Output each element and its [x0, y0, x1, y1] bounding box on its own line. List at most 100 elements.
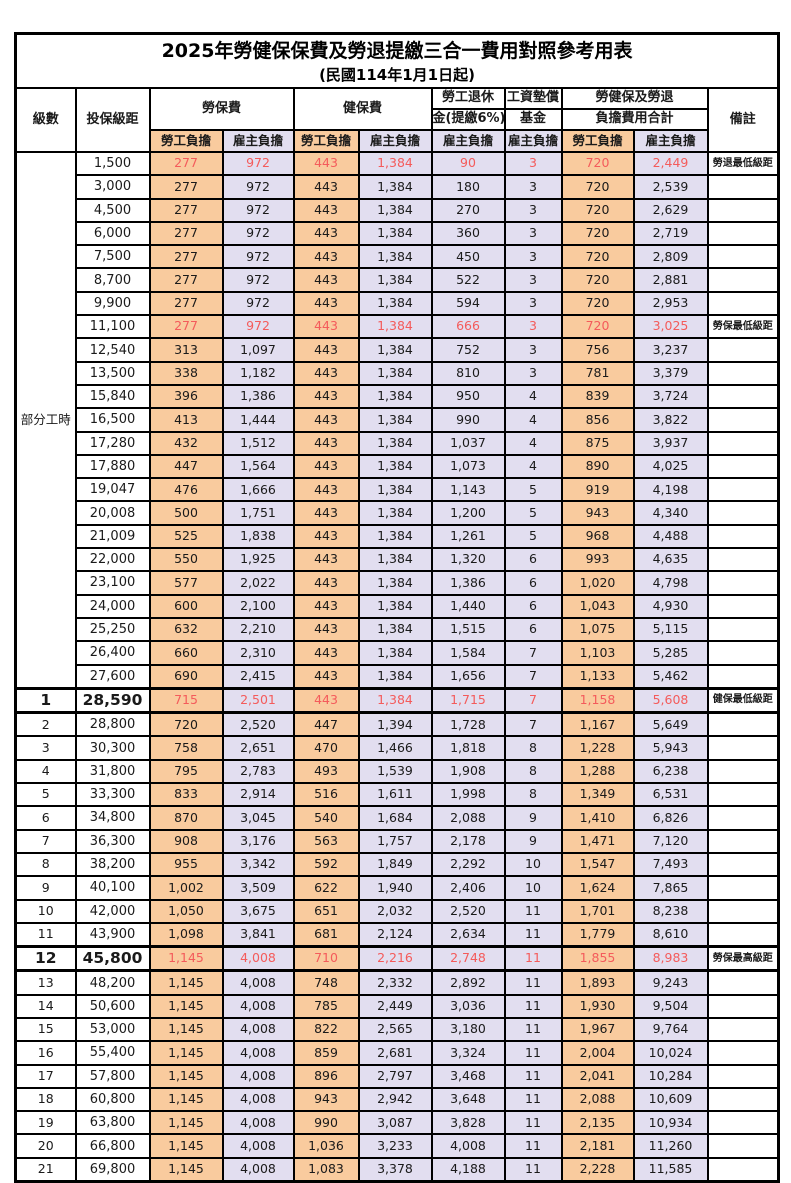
table-row: 17,880 447 1,564 443 1,384 1,073 4 890 4,025: [16, 453, 780, 480]
level-cell: 20: [14, 1133, 77, 1159]
premium-reference-table: 2025年勞健保保費及勞退提繳三合一費用對照參考用表 (民國114年1月1日起)…: [14, 32, 781, 1183]
cell-health_employer: 3,378: [357, 1156, 433, 1183]
cell-labor_employee: 660: [148, 640, 224, 666]
cell-pension_employer: 522: [430, 267, 506, 293]
cell-pension_employer: 752: [430, 337, 506, 363]
cell-total_employer: 11,260: [632, 1133, 709, 1159]
remark-cell: 勞保最低級距: [706, 314, 780, 340]
bracket-cell: 3,000: [74, 174, 151, 200]
table-row: 17 57,800 1,145 4,008 896 2,797 3,468 11 2,041 10…: [14, 1063, 780, 1089]
cell-labor_employee: 690: [148, 663, 224, 690]
level-cell: 12: [14, 945, 77, 973]
cell-health_employee: 563: [292, 828, 360, 854]
level-cell: 14: [14, 993, 77, 1019]
cell-labor_employer: 2,415: [221, 663, 295, 690]
cell-wage_fund_employer: 5: [503, 523, 563, 550]
cell-health_employer: 1,384: [357, 430, 433, 456]
cell-health_employer: 1,539: [357, 758, 433, 785]
bracket-cell: 38,200: [74, 851, 151, 878]
cell-total_employer: 3,379: [632, 360, 709, 386]
cell-total_employee: 2,181: [560, 1133, 635, 1159]
cell-labor_employer: 2,520: [221, 711, 295, 738]
cell-health_employer: 1,940: [357, 875, 433, 901]
level-cell: 11: [14, 921, 77, 948]
cell-health_employee: 443: [292, 337, 360, 363]
cell-health_employee: 443: [292, 547, 360, 573]
remark-cell: [706, 663, 780, 690]
table-row: 8,700 277 972 443 1,384 522 3 720 2,881: [16, 267, 780, 293]
cell-labor_employer: 4,008: [221, 969, 295, 996]
cell-labor_employer: 2,651: [221, 735, 295, 761]
cell-health_employee: 443: [292, 290, 360, 317]
cell-labor_employee: 1,145: [148, 1110, 224, 1136]
cell-labor_employer: 4,008: [221, 945, 295, 973]
cell-total_employee: 1,701: [560, 898, 635, 924]
cell-pension_employer: 666: [430, 314, 506, 340]
cell-total_employee: 1,288: [560, 758, 635, 785]
remark-cell: [706, 758, 780, 785]
cell-wage_fund_employer: 3: [503, 314, 563, 340]
cell-total_employee: 968: [560, 523, 635, 550]
level-cell: 8: [14, 851, 77, 878]
remark-cell: [706, 828, 780, 854]
page-subtitle: (民國114年1月1日起): [319, 65, 475, 84]
bracket-cell: 21,009: [74, 523, 151, 550]
table-row: 19 63,800 1,145 4,008 990 3,087 3,828 11 2,135 10…: [14, 1110, 780, 1136]
cell-wage_fund_employer: 11: [503, 1156, 563, 1183]
table-row: 6,000 277 972 443 1,384 360 3 720 2,719: [16, 220, 780, 247]
cell-total_employee: 2,088: [560, 1086, 635, 1113]
table-row: 20,008 500 1,751 443 1,384 1,200 5 943 4,340: [16, 500, 780, 526]
cell-health_employee: 443: [292, 430, 360, 456]
cell-labor_employer: 4,008: [221, 993, 295, 1019]
cell-labor_employer: 4,008: [221, 1063, 295, 1089]
remark-cell: [706, 875, 780, 901]
cell-health_employer: 1,394: [357, 711, 433, 738]
page-title: 2025年勞健保保費及勞退提繳三合一費用對照參考用表: [161, 40, 633, 63]
table-row: 17,280 432 1,512 443 1,384 1,037 4 875 3,937: [16, 430, 780, 456]
remark-cell: [706, 1063, 780, 1089]
table-row: 23,100 577 2,022 443 1,384 1,386 6 1,020 4,798: [16, 570, 780, 596]
cell-health_employer: 2,797: [357, 1063, 433, 1089]
remark-cell: [706, 290, 780, 317]
cell-pension_employer: 3,036: [430, 993, 506, 1019]
bracket-cell: 17,280: [74, 430, 151, 456]
cell-health_employer: 1,384: [357, 616, 433, 643]
remark-cell: 勞保最高級距: [706, 945, 780, 973]
cell-labor_employee: 1,050: [148, 898, 224, 924]
table-row: 13,500 338 1,182 443 1,384 810 3 781 3,379: [16, 360, 780, 386]
cell-total_employee: 1,967: [560, 1016, 635, 1043]
cell-wage_fund_employer: 11: [503, 945, 563, 973]
cell-health_employer: 1,466: [357, 735, 433, 761]
cell-total_employee: 756: [560, 337, 635, 363]
cell-wage_fund_employer: 3: [503, 244, 563, 270]
bracket-cell: 66,800: [74, 1133, 151, 1159]
cell-health_employee: 443: [292, 663, 360, 690]
bracket-cell: 23,100: [74, 570, 151, 596]
header-labor-insurance: 勞保費: [148, 87, 295, 131]
level-cell: 19: [14, 1110, 77, 1136]
table-row: 13 48,200 1,145 4,008 748 2,332 2,892 11 1,893 9,…: [14, 969, 780, 996]
cell-labor_employer: 1,666: [221, 477, 295, 503]
bracket-cell: 16,500: [74, 407, 151, 433]
cell-health_employee: 493: [292, 758, 360, 785]
cell-health_employee: 443: [292, 477, 360, 503]
cell-health_employee: 443: [292, 616, 360, 643]
header-wage-fund-employer-burden: 雇主負擔: [503, 129, 563, 153]
cell-health_employee: 443: [292, 267, 360, 293]
cell-health_employer: 1,384: [357, 360, 433, 386]
bracket-cell: 17,880: [74, 453, 151, 480]
remark-cell: [706, 547, 780, 573]
cell-total_employee: 1,779: [560, 921, 635, 948]
cell-health_employer: 1,384: [357, 150, 433, 177]
cell-pension_employer: 810: [430, 360, 506, 386]
table-body: 部分工時 1,500 277 972 443 1,384 90 3 720 2,449 勞退最低級距…: [14, 150, 780, 1183]
table-row: 25,250 632 2,210 443 1,384 1,515 6 1,075 5,115: [16, 616, 780, 643]
bracket-cell: 50,600: [74, 993, 151, 1019]
cell-total_employer: 7,120: [632, 828, 709, 854]
cell-total_employer: 3,822: [632, 407, 709, 433]
cell-health_employee: 447: [292, 711, 360, 738]
cell-health_employer: 1,849: [357, 851, 433, 878]
cell-health_employee: 896: [292, 1063, 360, 1089]
cell-total_employer: 8,238: [632, 898, 709, 924]
cell-total_employee: 2,041: [560, 1063, 635, 1089]
